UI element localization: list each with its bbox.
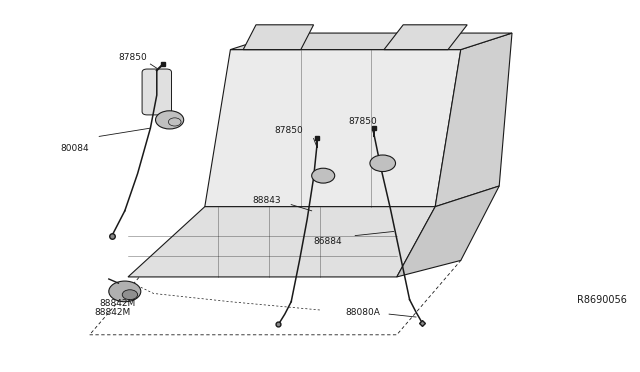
Polygon shape (230, 33, 512, 49)
Text: 80084: 80084 (61, 144, 90, 153)
Text: 86884: 86884 (314, 237, 342, 246)
Text: 88080A: 88080A (346, 308, 380, 317)
Polygon shape (205, 49, 461, 207)
Polygon shape (243, 25, 314, 49)
Text: 87850: 87850 (118, 53, 147, 62)
Polygon shape (397, 186, 499, 277)
Circle shape (312, 168, 335, 183)
Circle shape (156, 111, 184, 129)
Text: R8690056: R8690056 (577, 295, 627, 305)
FancyBboxPatch shape (142, 69, 172, 115)
Text: 88842M: 88842M (94, 308, 130, 317)
Text: 87850: 87850 (349, 118, 378, 126)
Text: 88843: 88843 (253, 196, 282, 205)
Circle shape (122, 290, 138, 300)
Circle shape (109, 281, 141, 302)
Circle shape (370, 155, 396, 171)
Text: 88842M: 88842M (99, 299, 136, 308)
Polygon shape (435, 33, 512, 207)
Polygon shape (128, 207, 435, 277)
Polygon shape (384, 25, 467, 49)
Text: 87850: 87850 (274, 126, 303, 135)
